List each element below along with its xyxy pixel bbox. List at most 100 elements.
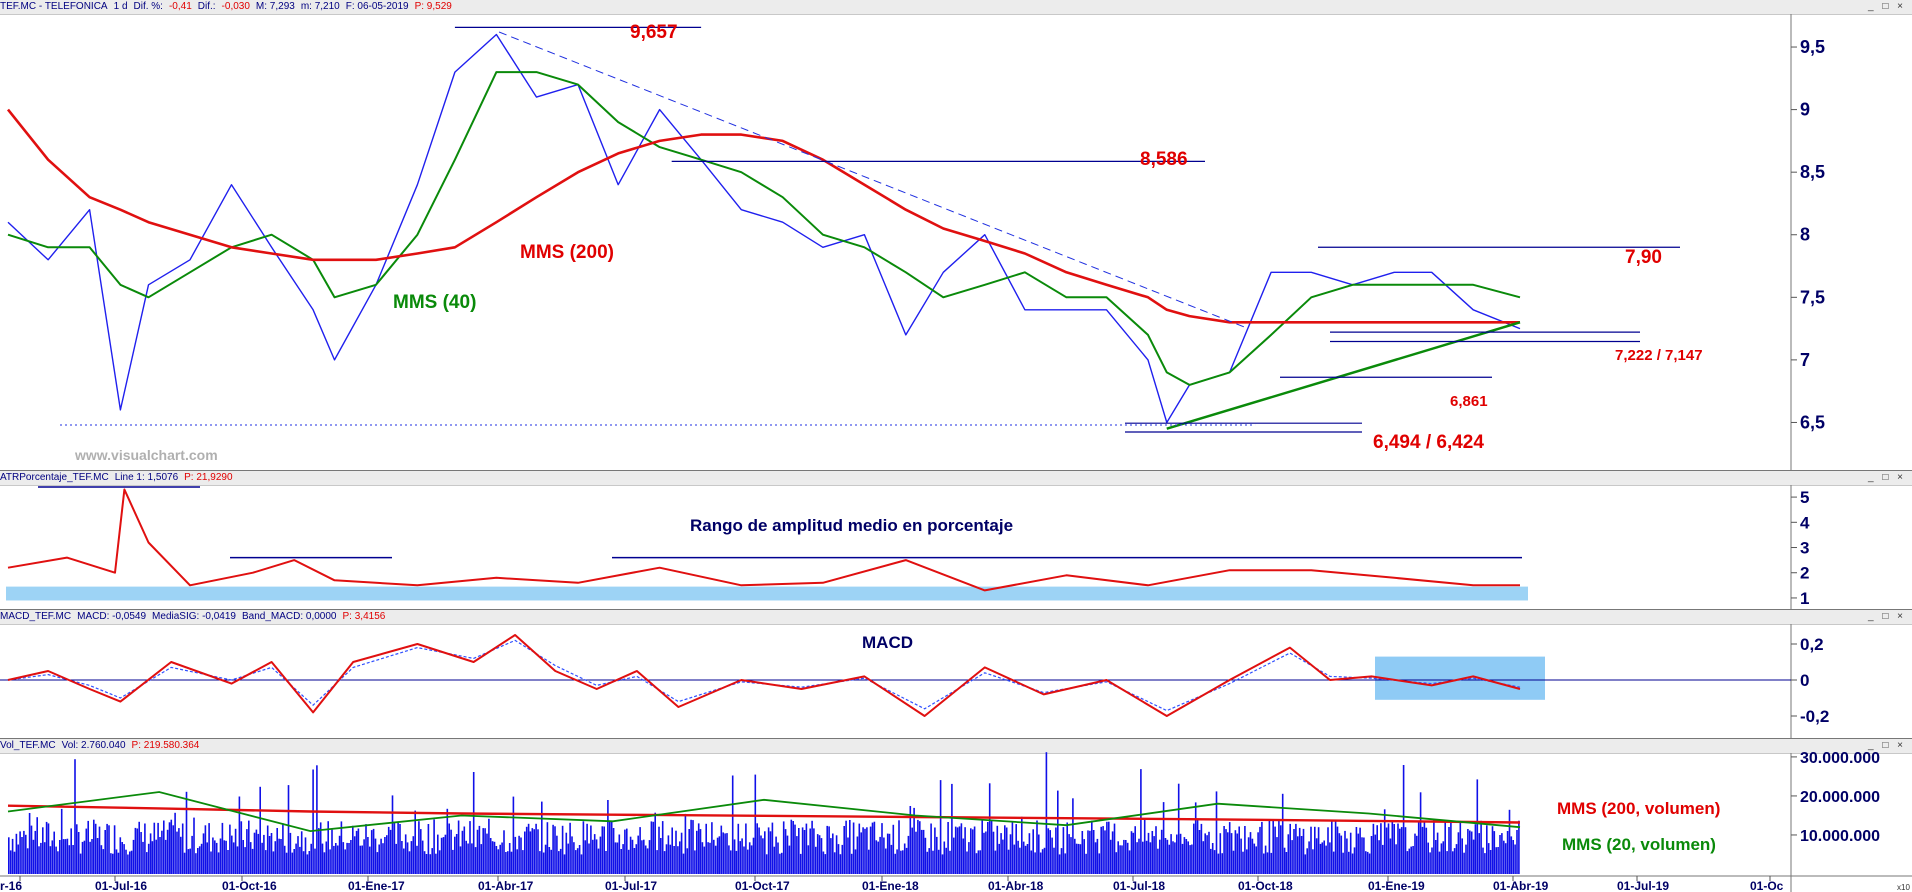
volume-bar [983,832,985,874]
volume-bar [1181,843,1184,874]
volume-bar [981,819,983,874]
volume-bar [1200,823,1203,874]
volume-bar [701,842,704,874]
volume-bar [697,823,700,874]
volume-bar [1028,833,1031,874]
volume-bar [1474,824,1477,874]
header-field: M: 7,293 [255,1,295,12]
volume-bar [189,848,191,874]
y-tick-label: 20.000.000 [1800,789,1880,806]
volume-bar [512,796,515,874]
volume-bar [382,843,384,874]
volume-bar [1268,820,1271,874]
window-buttons[interactable]: _ □ × [1868,472,1906,483]
volume-bar [359,845,362,874]
volume-bar [380,838,382,874]
volume-bar [1208,831,1210,874]
volume-bar [1015,824,1017,874]
volume-bar [282,823,284,874]
window-buttons[interactable]: _ □ × [1868,611,1906,622]
volume-bar [542,852,545,874]
volume-bar [947,822,949,874]
volume-bar [531,828,534,874]
volume-bar [295,843,297,874]
volume-bar [497,849,500,874]
volume-bar [1246,849,1248,874]
volume-bar [1431,847,1433,874]
volume-bar [68,845,71,874]
volume-bar [703,846,706,874]
volume-bar [234,828,237,874]
window-buttons[interactable]: _ □ × [1868,1,1906,12]
volume-bar [1368,853,1371,874]
volume-bar [1283,847,1286,874]
volume-bar [1281,793,1284,874]
volume-bar [1365,851,1367,874]
volume-bar [951,783,953,874]
volume-bar [85,828,88,874]
x-tick-label: 01-Jul-18 [1113,879,1165,892]
volume-bar [607,800,609,874]
y-tick-label: -0,2 [1800,707,1829,726]
volume-bar [1013,844,1016,874]
volume-bar [1072,798,1074,874]
volume-bar [227,850,229,874]
volume-bar [508,843,511,874]
volume-bar [822,851,825,874]
volume-bar [1038,834,1040,874]
volume-bar [164,839,167,874]
level-label: 6,494 / 6,424 [1373,432,1484,453]
mms-40-annotation: MMS (40) [393,292,476,313]
volume-bar [841,844,844,874]
volume-bar [149,833,152,874]
volume-bar [314,848,316,874]
header-field: Vol_TEF.MC [0,740,56,751]
volume-bar [917,819,919,874]
window-buttons[interactable]: _ □ × [1868,740,1906,751]
volume-bar [469,821,471,874]
volume-bar [323,852,326,874]
volume-bar [134,827,137,874]
volume-bar [302,851,305,874]
volume-bar [1126,842,1129,874]
volume-bar [1338,833,1341,874]
volume-bar [1463,852,1465,874]
volume-bar [620,849,622,874]
volume-bar [474,847,477,874]
volume-bar [83,840,86,874]
volume-bar [399,824,401,874]
volume-bar [1172,841,1174,874]
header-field: -0,41 [168,1,192,12]
volume-bar [367,837,369,874]
volume-bar [1370,836,1373,874]
volume-bar [1021,816,1023,874]
volume-bar [762,838,764,874]
volume-bar [1024,845,1027,874]
volume-bar [1085,853,1087,874]
x-tick-label: 01-Abr-18 [988,879,1044,892]
volume-bar [306,854,309,874]
volume-bar [671,827,673,874]
volume-bar [520,837,522,874]
volume-bar [529,831,532,874]
volume-bar [193,817,195,874]
volume-bar [1306,848,1308,874]
y-tick-label: 4 [1800,513,1810,532]
volume-bar [1400,827,1403,874]
volume-bar [968,842,970,874]
volume-bar [38,846,40,874]
volume-bar [614,842,617,874]
volume-bar [866,827,868,874]
volume-bar [1117,841,1119,874]
volume-bar [964,827,966,874]
volume-bar [42,827,44,874]
volume-bar [586,823,588,874]
volume-bar [214,840,216,874]
volume-bar [353,836,356,874]
volume-bar [582,821,585,874]
volume-bar [660,838,662,874]
volume-bar [879,836,881,874]
volume-bar [573,842,575,874]
volume-bar [533,829,535,874]
volume-bar [1487,843,1490,874]
